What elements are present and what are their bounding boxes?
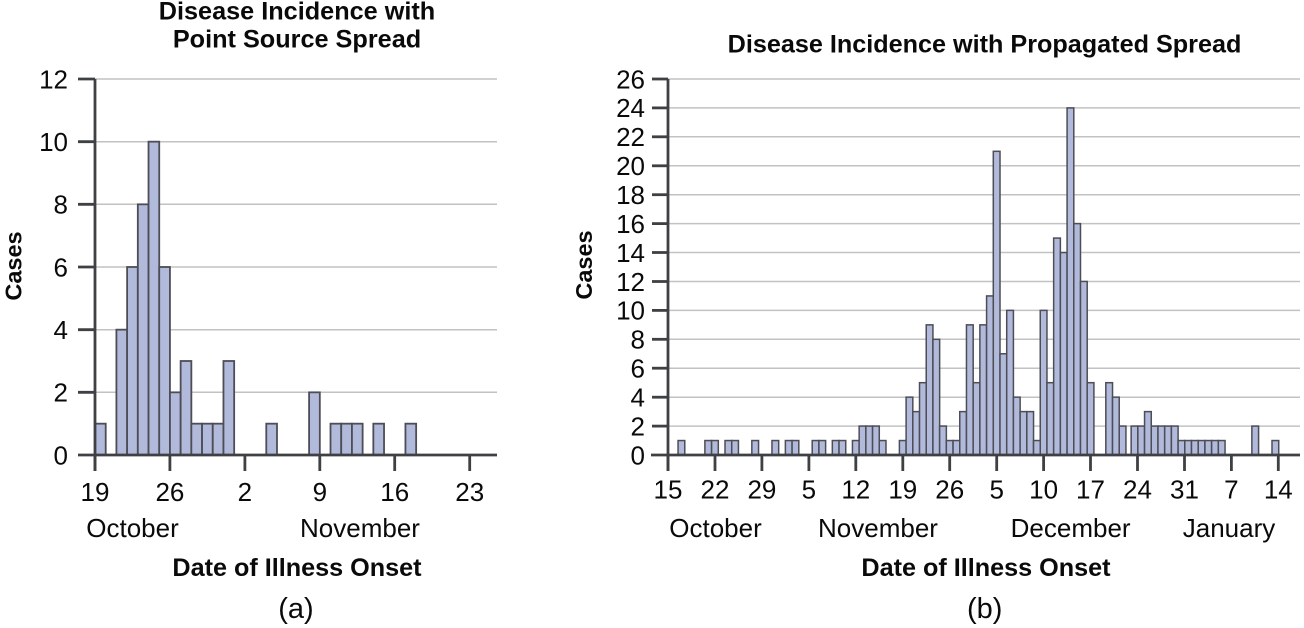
svg-text:8: 8 — [631, 325, 645, 355]
svg-text:0: 0 — [54, 440, 68, 470]
svg-text:5: 5 — [802, 475, 816, 505]
svg-text:Point Source Spread: Point Source Spread — [173, 25, 421, 53]
svg-text:26: 26 — [935, 475, 964, 505]
svg-text:14: 14 — [616, 238, 645, 268]
svg-text:6: 6 — [54, 252, 68, 282]
svg-text:5: 5 — [989, 475, 1003, 505]
svg-text:Cases: Cases — [571, 230, 597, 299]
svg-text:18: 18 — [616, 180, 645, 210]
svg-text:16: 16 — [616, 209, 645, 239]
svg-text:26: 26 — [616, 64, 645, 94]
svg-text:19: 19 — [888, 475, 917, 505]
svg-text:(b): (b) — [967, 593, 1002, 625]
svg-text:19: 19 — [81, 477, 110, 507]
svg-text:2: 2 — [238, 477, 252, 507]
svg-text:January: January — [1183, 513, 1276, 543]
svg-text:24: 24 — [1123, 475, 1152, 505]
svg-text:17: 17 — [1076, 475, 1105, 505]
svg-text:12: 12 — [616, 267, 645, 297]
svg-text:October: October — [669, 513, 762, 543]
svg-text:2: 2 — [54, 378, 68, 408]
svg-text:Disease Incidence with Propaga: Disease Incidence with Propagated Spread — [728, 31, 1242, 59]
svg-text:7: 7 — [1224, 475, 1238, 505]
svg-text:4: 4 — [631, 383, 645, 413]
svg-text:November: November — [818, 513, 938, 543]
svg-text:October: October — [86, 513, 179, 543]
svg-text:31: 31 — [1170, 475, 1199, 505]
svg-text:22: 22 — [701, 475, 730, 505]
svg-text:Date of Illness Onset: Date of Illness Onset — [861, 554, 1111, 582]
svg-text:November: November — [300, 513, 420, 543]
svg-text:2: 2 — [631, 411, 645, 441]
svg-text:Date of Illness Onset: Date of Illness Onset — [172, 554, 422, 582]
svg-text:0: 0 — [631, 440, 645, 470]
svg-text:22: 22 — [616, 122, 645, 152]
svg-text:29: 29 — [747, 475, 776, 505]
svg-text:12: 12 — [39, 64, 68, 94]
svg-text:9: 9 — [313, 477, 327, 507]
svg-text:26: 26 — [155, 477, 184, 507]
svg-text:6: 6 — [631, 354, 645, 384]
svg-text:10: 10 — [1029, 475, 1058, 505]
svg-text:16: 16 — [380, 477, 409, 507]
svg-text:Cases: Cases — [1, 231, 27, 300]
svg-text:23: 23 — [455, 477, 484, 507]
svg-text:Disease Incidence with: Disease Incidence with — [159, 0, 435, 26]
svg-text:10: 10 — [39, 127, 68, 157]
svg-text:10: 10 — [616, 296, 645, 326]
svg-text:December: December — [1011, 513, 1131, 543]
svg-text:4: 4 — [54, 315, 68, 345]
svg-text:24: 24 — [616, 93, 645, 123]
svg-text:(a): (a) — [278, 593, 313, 625]
svg-text:15: 15 — [654, 475, 683, 505]
svg-text:20: 20 — [616, 151, 645, 181]
svg-text:8: 8 — [54, 190, 68, 220]
svg-text:12: 12 — [841, 475, 870, 505]
svg-text:14: 14 — [1264, 475, 1293, 505]
